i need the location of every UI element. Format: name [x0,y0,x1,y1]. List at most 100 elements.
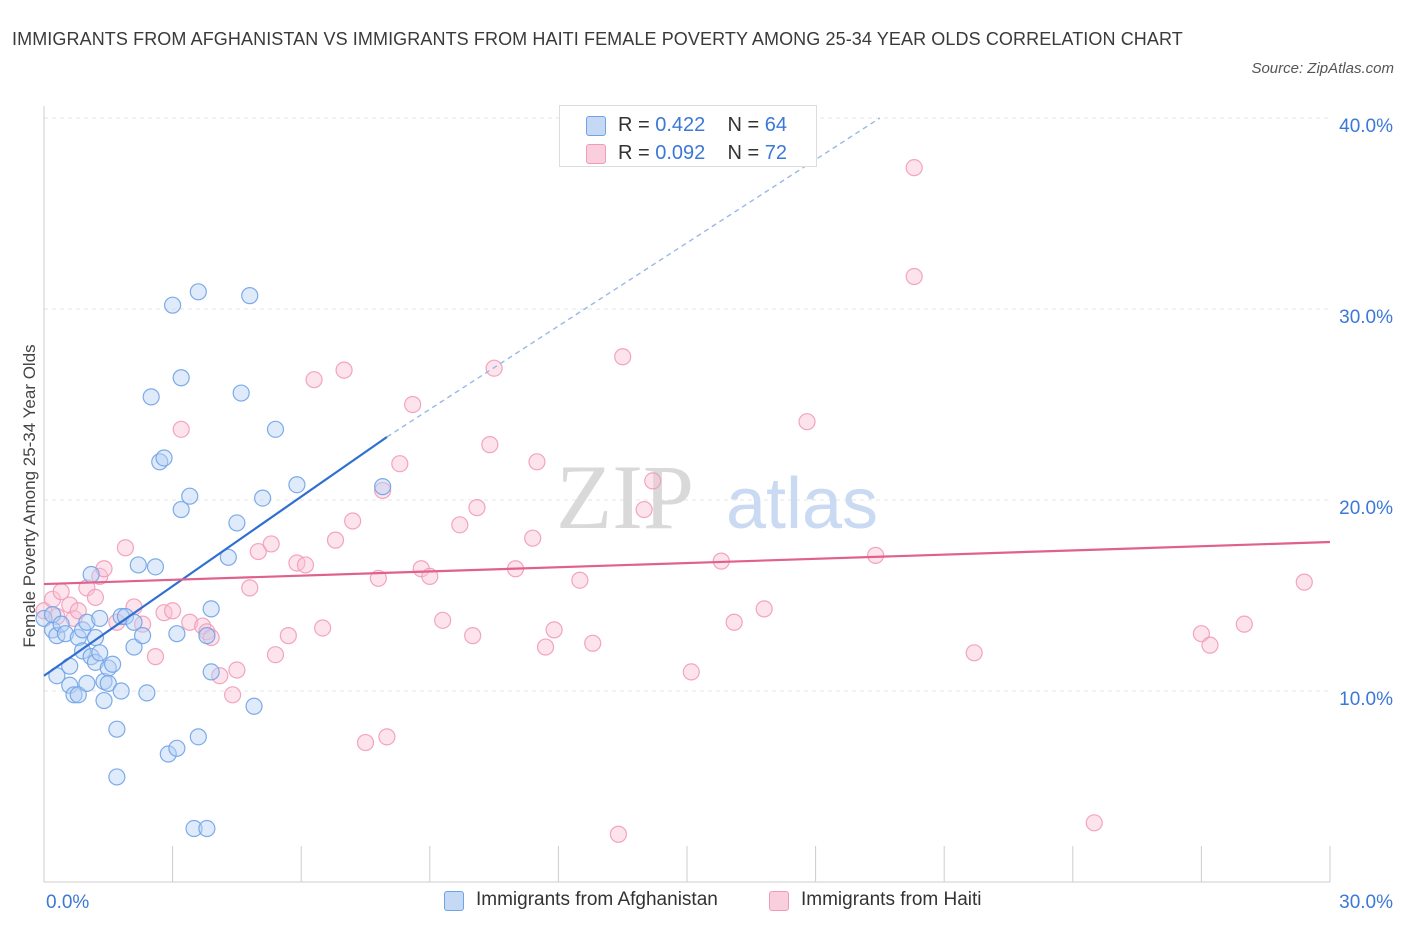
stats-legend: R = 0.422 N = 64 R = 0.092 N = 72 [559,105,817,167]
afghanistan-trend-extension [386,117,881,438]
r-value: 0.422 [655,114,706,136]
afghanistan-point [43,605,62,624]
haiti-point [1235,615,1253,633]
afghanistan-point [138,684,156,702]
y-tick-label: 30.0% [1339,307,1393,328]
haiti-point [798,413,816,431]
haiti-point [965,644,983,662]
trend-lines [43,117,1331,677]
haiti-point [314,619,332,637]
n-label: N = [727,142,765,164]
haiti-point [404,395,422,414]
haiti-point [464,627,482,645]
afghanistan-point [228,514,246,532]
y-tick-label: 10.0% [1339,689,1393,710]
afghanistan-point [189,283,207,301]
haiti-legend-swatch [769,891,789,911]
haiti-point [644,472,662,490]
haiti-point [69,602,87,620]
x-tick-label: 30.0% [1339,892,1393,913]
r-label: R = [618,142,656,164]
afghanistan-point [266,420,285,438]
afghanistan-point [52,615,70,633]
haiti-point [305,371,323,389]
afghanistan-point [82,565,100,584]
haiti-point [266,646,285,664]
afghanistan-point [159,745,177,763]
afghanistan-point [146,558,165,576]
haiti-point [164,602,182,620]
haiti-point [434,611,452,629]
afghanistan-point [99,674,117,692]
y-tick-label: 40.0% [1339,116,1393,137]
afghanistan-point [78,674,96,692]
afghanistan-point [61,676,79,694]
haiti-point [86,588,105,607]
legend-label-haiti: Immigrants from Haiti [801,889,982,910]
afghanistan-point [172,500,190,519]
haiti-point [262,535,280,553]
haiti-point [335,361,353,379]
haiti-point [1085,814,1103,832]
haiti-trend-line [43,540,1331,586]
haiti-point [468,499,486,517]
haiti-swatch [586,144,606,164]
afghanistan-point [103,655,122,673]
afghanistan-point [95,691,113,710]
afghanistan-point [133,627,152,645]
haiti-point [545,621,563,639]
afghanistan-point [189,728,207,746]
afghanistan-point [245,697,263,715]
afghanistan-point [172,369,190,387]
axes [43,106,1331,883]
chart-title: IMMIGRANTS FROM AFGHANISTAN VS IMMIGRANT… [12,29,1183,49]
haiti-point [524,529,542,547]
afghanistan-point [288,476,306,494]
afghanistan-point [108,768,126,786]
afghanistan-point [91,609,109,628]
y-tick-label: 20.0% [1339,498,1393,519]
watermark-atlas: atlas [726,464,878,544]
legend-label-afghanistan: Immigrants from Afghanistan [476,889,718,910]
haiti-point [344,512,362,530]
haiti-point [296,556,315,574]
afghanistan-point [219,548,237,566]
afghanistan-point [241,287,259,305]
afghanistan-point [56,625,75,643]
afghanistan-point [35,609,53,628]
afghanistan-point [202,600,220,618]
haiti-point [172,420,190,438]
source-label: Source: ZipAtlas.com [1251,60,1394,77]
afghanistan-point [155,449,173,467]
haiti-point [905,159,923,177]
haiti-point [374,481,392,500]
haiti-point [682,663,700,681]
watermark: ZIP atlas [556,446,878,548]
afghanistan-legend-swatch [444,891,464,911]
afghanistan-point [181,487,199,505]
haiti-point [1295,573,1313,591]
afghanistan-point [164,296,182,314]
afghanistan-point [374,478,392,496]
haiti-point [1201,636,1219,654]
haiti-point [241,579,259,597]
haiti-point [228,661,246,679]
afghanistan-swatch [586,116,606,136]
afghanistan-point [108,720,126,738]
r-value: 0.092 [655,142,706,164]
afghanistan-point [65,686,83,704]
tick-labels: 10.0% 20.0% 30.0% 40.0% 0.0% 30.0% [46,116,1393,913]
afghanistan-point [202,663,220,681]
afghanistan-point [129,556,147,574]
haiti-point [451,516,469,534]
n-value: 72 [764,142,788,164]
haiti-point [279,627,297,645]
haiti-point [867,546,885,564]
grid-lines [44,117,1330,692]
afghanistan-trend-line [43,436,388,677]
series-haiti [35,159,1313,843]
haiti-point [905,267,923,286]
haiti-point [378,728,396,746]
haiti-point [326,531,345,549]
afghanistan-point [168,625,186,643]
